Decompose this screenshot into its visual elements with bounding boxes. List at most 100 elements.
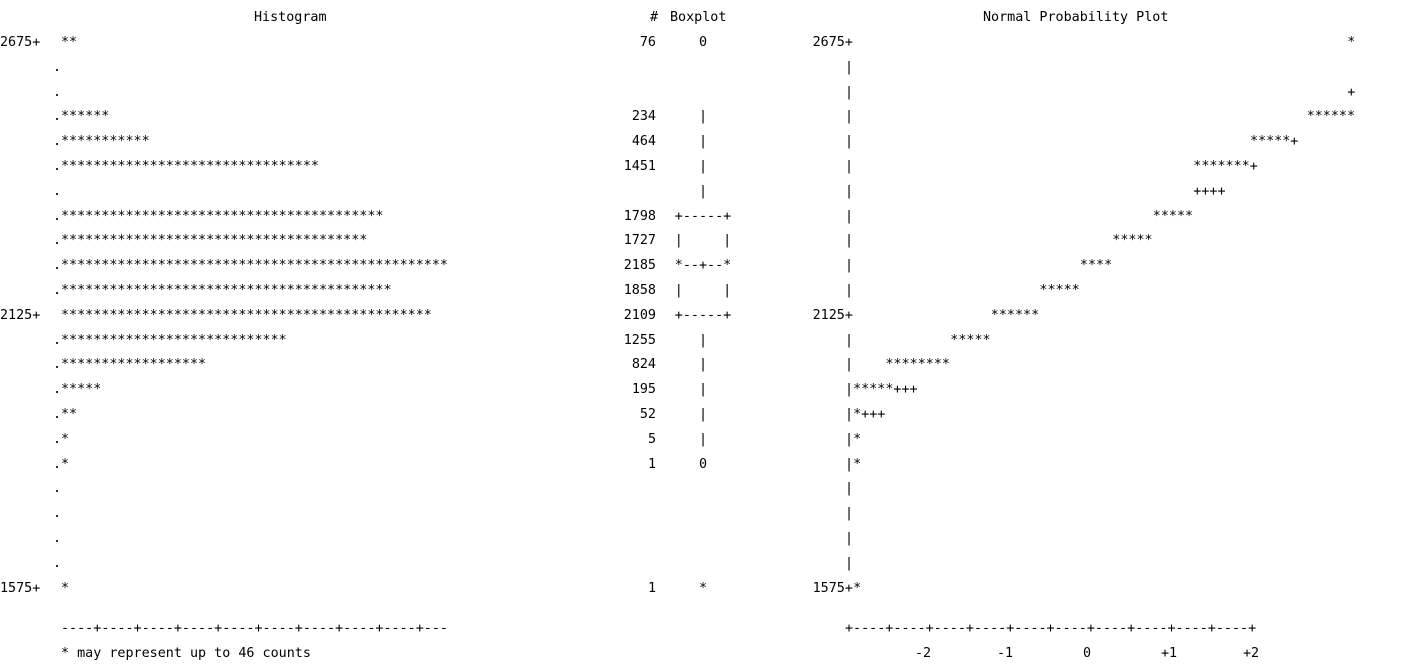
npp-x-tick-label: -1 [996, 646, 1014, 661]
histogram-row-marker: . [53, 456, 62, 472]
histogram-bar: ** [61, 35, 78, 50]
histogram-x-axis: ----+----+----+----+----+----+----+----+… [61, 621, 448, 636]
npp-axis-segment: | [845, 283, 854, 298]
histogram-count: 1255 [623, 332, 656, 348]
histogram-bar: **************************** [61, 332, 287, 348]
boxplot-row: * [698, 580, 708, 596]
boxplot-row: | [698, 109, 708, 125]
npp-x-tick-label: +1 [1160, 646, 1178, 661]
npp-axis-segment: | [845, 357, 854, 373]
npp-x-tick-label: -2 [914, 646, 932, 661]
histogram-bar: ******************************** [61, 159, 319, 174]
histogram-bar: ***** [61, 382, 102, 398]
count-column-header: # [650, 10, 659, 25]
histogram-count: 464 [631, 134, 656, 150]
histogram-row-marker: . [53, 233, 62, 249]
histogram-row-marker: . [53, 407, 62, 422]
histogram-row-marker: . [53, 506, 62, 522]
npp-point: ****** [990, 307, 1040, 323]
histogram-count: 1798 [623, 208, 656, 224]
npp-point: **** [1079, 258, 1113, 274]
histogram-count: 1 [647, 456, 656, 472]
histogram-row-marker: . [53, 283, 62, 298]
npp-axis-segment: | [845, 431, 854, 447]
npp-point: ***** [1112, 233, 1153, 249]
boxplot-row: 0 [698, 456, 708, 472]
histogram-bar: ** [61, 407, 78, 422]
npp-axis-segment: | [845, 332, 854, 348]
histogram-row-marker: . [53, 183, 62, 199]
npp-x-tick-label: +2 [1242, 646, 1260, 661]
npp-point: * [853, 456, 862, 472]
boxplot-row: | | [674, 283, 732, 298]
boxplot-title: Boxplot [670, 10, 727, 25]
histogram-row-marker: . [53, 531, 62, 546]
histogram-row-marker: . [53, 208, 62, 224]
histogram-bar: *********** [61, 134, 150, 150]
histogram-bar: * [61, 431, 70, 447]
npp-y-tick-label: 2675+ [812, 35, 853, 50]
histogram-count: 2109 [623, 307, 656, 323]
npp-point: ******** [885, 357, 951, 373]
boxplot-row: | [698, 332, 708, 348]
histogram-count: 1451 [623, 159, 656, 174]
histogram-row-marker: . [53, 109, 62, 125]
histogram-bar: ****************************************… [61, 307, 432, 323]
boxplot-row: | [698, 382, 708, 398]
npp-axis-segment: | [845, 59, 854, 75]
histogram-row-marker: . [53, 332, 62, 348]
histogram-footnote: * may represent up to 46 counts [61, 646, 311, 661]
npp-point: ++++ [1193, 183, 1226, 199]
histogram-row-marker: . [53, 258, 62, 274]
boxplot-row: | [698, 159, 708, 174]
histogram-title: Histogram [254, 10, 327, 25]
npp-point: *****+ [1250, 134, 1299, 150]
npp-y-tick-label: 2125+ [812, 307, 853, 323]
histogram-y-tick-label: 2125+ [0, 307, 41, 323]
npp-point: * [853, 580, 862, 596]
histogram-bar: ****************************************… [61, 258, 448, 274]
histogram-y-tick-label: 1575+ [0, 580, 41, 596]
histogram-count: 76 [639, 35, 656, 50]
npp-x-tick-label: 0 [1082, 646, 1092, 661]
npp-axis-segment: | [845, 555, 854, 571]
histogram-count: 5 [647, 431, 656, 447]
npp-axis-segment: | [845, 134, 854, 150]
boxplot-row: *--+--* [674, 258, 732, 274]
histogram-row-marker: . [53, 431, 62, 447]
histogram-bar: **************************************** [61, 208, 384, 224]
npp-point: *******+ [1193, 159, 1258, 174]
npp-point: * [853, 431, 862, 447]
npp-point: *+++ [853, 407, 886, 422]
boxplot-row: | [698, 431, 708, 447]
histogram-count: 2185 [623, 258, 656, 274]
npp-x-axis: +----+----+----+----+----+----+----+----… [845, 621, 1257, 636]
npp-axis-segment: | [845, 84, 854, 100]
npp-axis-segment: | [845, 407, 854, 422]
histogram-row-marker: . [53, 59, 62, 75]
histogram-count: 1858 [623, 283, 656, 298]
histogram-row-marker: . [53, 84, 62, 100]
histogram-row-marker: . [53, 159, 62, 174]
npp-point: * [1347, 35, 1356, 50]
npp-point: *****+++ [853, 382, 918, 398]
npp-axis-segment: | [845, 481, 854, 497]
histogram-row-marker: . [53, 555, 62, 571]
npp-axis-segment: | [845, 109, 854, 125]
npp-point: ****** [1306, 109, 1356, 125]
npp-point: ***** [950, 332, 991, 348]
boxplot-row: 0 [698, 35, 708, 50]
npp-axis-segment: | [845, 456, 854, 472]
histogram-bar: ************************************** [61, 233, 368, 249]
npp-axis-segment: | [845, 208, 854, 224]
npp-axis-segment: | [845, 382, 854, 398]
histogram-bar: ****** [61, 109, 110, 125]
histogram-bar: ****************** [61, 357, 207, 373]
histogram-row-marker: . [53, 357, 62, 373]
boxplot-row: | [698, 134, 708, 150]
histogram-count: 1727 [623, 233, 656, 249]
histogram-bar: ****************************************… [61, 283, 392, 298]
histogram-count: 52 [639, 407, 656, 422]
histogram-y-tick-label: 2675+ [0, 35, 41, 50]
npp-axis-segment: | [845, 531, 854, 546]
